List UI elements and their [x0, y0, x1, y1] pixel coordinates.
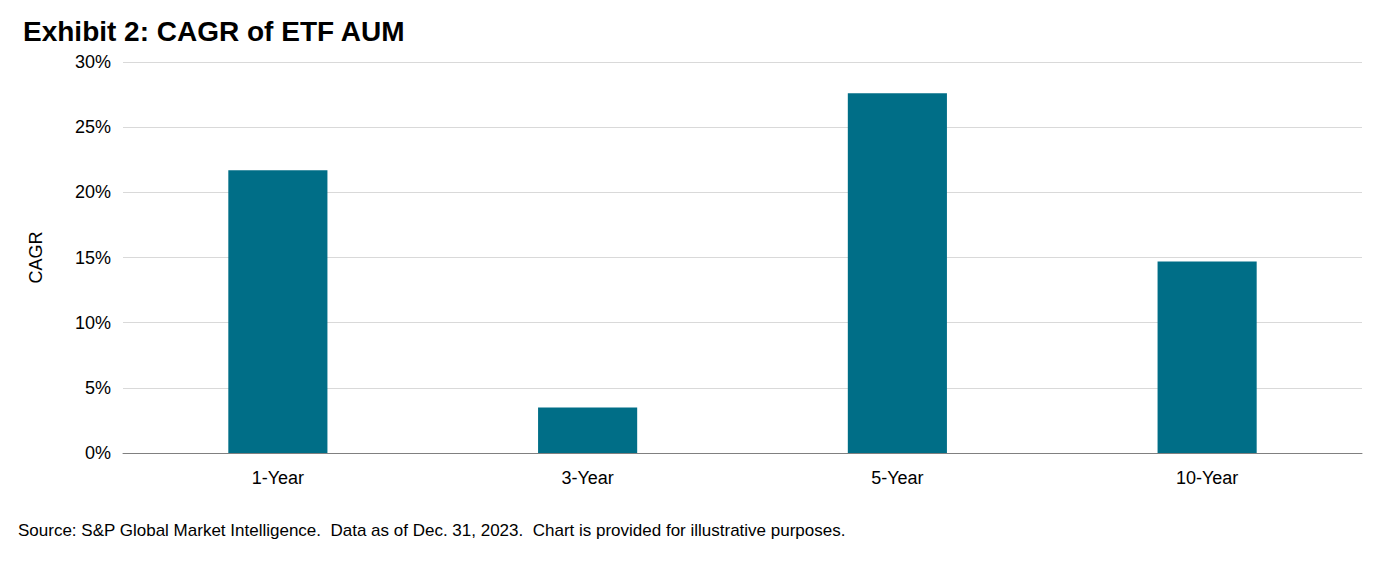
svg-text:20%: 20%	[75, 182, 111, 202]
svg-text:0%: 0%	[85, 443, 111, 463]
svg-text:25%: 25%	[75, 117, 111, 137]
svg-text:Exhibit 2: CAGR of ETF AUM: Exhibit 2: CAGR of ETF AUM	[23, 16, 405, 47]
svg-text:10%: 10%	[75, 313, 111, 333]
svg-text:Source: S&P Global Market Inte: Source: S&P Global Market Intelligence. …	[18, 521, 845, 540]
svg-text:1-Year: 1-Year	[252, 468, 304, 488]
svg-text:5%: 5%	[85, 378, 111, 398]
svg-text:15%: 15%	[75, 248, 111, 268]
svg-text:5-Year: 5-Year	[871, 468, 923, 488]
svg-text:CAGR: CAGR	[26, 231, 46, 283]
svg-text:30%: 30%	[75, 52, 111, 72]
svg-text:3-Year: 3-Year	[561, 468, 613, 488]
svg-text:10-Year: 10-Year	[1176, 468, 1238, 488]
